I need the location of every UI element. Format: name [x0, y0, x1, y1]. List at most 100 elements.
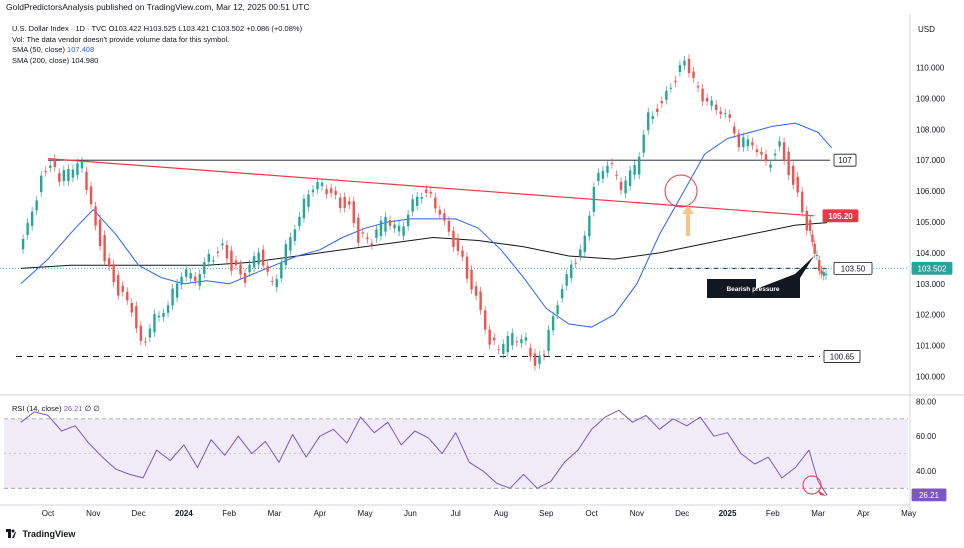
- price-point: [818, 258, 819, 259]
- tradingview-footer[interactable]: TradingView: [6, 529, 75, 539]
- level-105-20-label-text: 105.20: [828, 212, 853, 221]
- candle-body: [687, 58, 691, 74]
- candle-body: [316, 182, 319, 190]
- sma50-legend[interactable]: SMA (50, close) 107.408: [12, 45, 302, 56]
- time-tick-label: Dec: [675, 509, 689, 518]
- symbol-line: U.S. Dollar Index · 1D · TVC: [12, 24, 107, 33]
- candle-body: [497, 349, 500, 351]
- candle-body: [153, 314, 156, 333]
- candle-body: [533, 353, 537, 366]
- price-point: [210, 258, 211, 259]
- candle-body: [121, 285, 124, 292]
- candle-body: [307, 194, 310, 207]
- candle-body: [551, 316, 555, 331]
- level-103-50-label-box: [833, 261, 873, 275]
- candle-body: [49, 165, 52, 168]
- rsi-highlight-circle: [802, 475, 822, 495]
- sma50-line: [20, 122, 833, 328]
- price-point: [70, 172, 71, 173]
- candle-body: [162, 313, 165, 318]
- candle-body: [171, 288, 174, 306]
- price-point: [387, 218, 388, 219]
- last-price-label-box: [911, 261, 953, 275]
- candle-body: [647, 112, 650, 131]
- price-tick-label: 105.000: [916, 218, 945, 227]
- candle-body: [746, 139, 750, 147]
- price-tick-label: 108.000: [916, 125, 945, 134]
- price-point: [156, 317, 157, 318]
- candle-body: [21, 238, 25, 250]
- sma200-label: SMA (200, close): [12, 55, 70, 65]
- price-point: [781, 144, 782, 145]
- candle-body: [280, 262, 283, 279]
- candle-body: [493, 337, 496, 341]
- candle-body: [420, 196, 423, 199]
- candle-body: [742, 137, 745, 148]
- candle-body: [388, 220, 392, 226]
- price-point: [727, 110, 728, 111]
- price-point: [650, 116, 651, 117]
- price-point: [260, 252, 261, 253]
- currency-label[interactable]: USD: [918, 25, 935, 34]
- candle-body: [302, 198, 306, 219]
- candle-body: [538, 355, 541, 365]
- candle-body: [248, 264, 251, 273]
- candle-body: [769, 164, 772, 168]
- candle-body: [397, 225, 401, 232]
- level-100-65-label-text: 100.65: [830, 352, 855, 361]
- price-point: [20, 252, 21, 253]
- candle-body: [393, 224, 396, 229]
- candle-body: [180, 276, 183, 285]
- rsi-legend[interactable]: RSI (14, close) 26.21 ∅ ∅: [12, 404, 100, 413]
- time-tick-label: Nov: [86, 509, 100, 518]
- candle-body: [588, 215, 591, 237]
- candle-body: [678, 65, 682, 73]
- time-tick-label: Feb: [766, 509, 780, 518]
- price-point: [754, 144, 755, 145]
- time-tick-label: May: [358, 509, 373, 518]
- time-tick-label: Nov: [630, 509, 644, 518]
- candle-body: [470, 269, 473, 290]
- price-point: [224, 246, 225, 247]
- candle-body: [443, 213, 446, 221]
- candle-body: [601, 170, 605, 179]
- candle-body: [483, 310, 487, 330]
- candle-body: [257, 252, 260, 265]
- time-tick-label: Mar: [811, 509, 825, 518]
- price-point: [740, 141, 741, 142]
- price-point: [677, 76, 678, 77]
- candle-body: [511, 333, 514, 346]
- candle-body: [94, 206, 97, 226]
- candle-body: [579, 249, 582, 257]
- candle-body: [35, 200, 38, 211]
- candle-body: [597, 172, 600, 181]
- candle-body: [406, 214, 410, 227]
- sma200-legend[interactable]: SMA (200, close) 104.980: [12, 56, 302, 67]
- sma50-label: SMA (50, close): [12, 45, 65, 54]
- price-tick-label: 106.000: [916, 187, 945, 196]
- price-point: [61, 178, 62, 179]
- candle-body: [234, 260, 238, 266]
- price-point: [586, 240, 587, 241]
- candle-body: [733, 126, 736, 134]
- candle-body: [175, 283, 179, 298]
- candle-body: [452, 230, 455, 247]
- candle-body: [216, 251, 220, 253]
- candle-body: [252, 256, 256, 268]
- candle-body: [656, 108, 659, 112]
- legend-symbol-row[interactable]: U.S. Dollar Index · 1D · TVC O103.422 H1…: [12, 24, 302, 35]
- candle-body: [298, 216, 301, 227]
- candle-body: [230, 250, 233, 271]
- rsi-label: RSI (14, close): [12, 404, 62, 413]
- price-point: [43, 175, 44, 176]
- candle-body: [429, 191, 432, 194]
- candle-body: [139, 325, 143, 341]
- candle-body: [813, 243, 816, 254]
- price-point: [464, 262, 465, 263]
- price-tick-label: 103.000: [916, 280, 945, 289]
- price-point: [324, 187, 325, 188]
- candle-body: [737, 133, 741, 148]
- candle-body: [624, 180, 627, 194]
- candle-body: [275, 279, 278, 288]
